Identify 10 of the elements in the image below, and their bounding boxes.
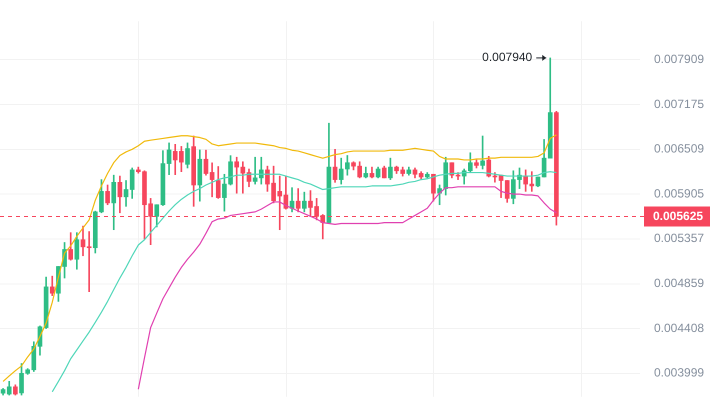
y-tick-label: 0.007175 xyxy=(654,96,704,111)
y-tick-label: 0.003999 xyxy=(654,366,704,380)
y-tick-label: 0.005357 xyxy=(654,231,704,246)
y-tick-label: 0.005905 xyxy=(654,186,704,200)
y-tick-label: 0.004408 xyxy=(654,320,704,335)
ref-line-label: 0.005625 xyxy=(653,208,704,223)
y-tick-label: 0.004859 xyxy=(654,276,704,290)
y-tick-label: 0.007909 xyxy=(654,52,704,66)
y-tick-label: 0.006509 xyxy=(654,142,704,156)
annotation: 0.007940 xyxy=(482,50,533,64)
